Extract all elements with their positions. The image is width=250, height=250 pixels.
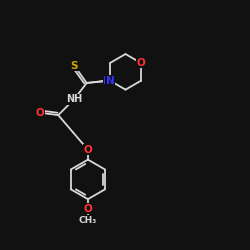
Text: O: O (35, 108, 44, 118)
Text: NH: NH (66, 94, 82, 104)
Text: N: N (103, 76, 112, 86)
Text: N: N (106, 76, 114, 86)
Text: CH₃: CH₃ (79, 216, 97, 225)
Text: O: O (84, 204, 92, 214)
Text: S: S (70, 61, 78, 71)
Text: O: O (136, 58, 145, 68)
Text: O: O (84, 145, 92, 155)
